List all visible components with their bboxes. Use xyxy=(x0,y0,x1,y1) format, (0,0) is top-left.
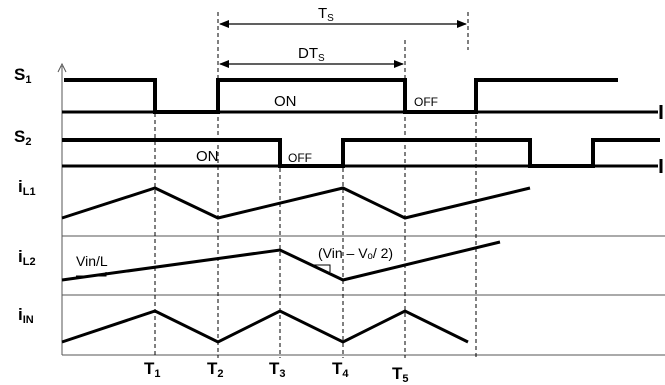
slope-fall-label: (Vin – Vₒ/ 2) xyxy=(318,245,393,261)
slope-rise-marker xyxy=(76,272,107,277)
signal-label-s1: S1 xyxy=(14,65,31,86)
time-label-t4: T4 xyxy=(332,359,349,380)
il1-waveform xyxy=(61,186,531,220)
s2-on-label: ON xyxy=(196,148,219,165)
time-label-t3: T3 xyxy=(269,359,286,380)
il2-waveform xyxy=(61,240,501,282)
time-label-t5: T5 xyxy=(392,364,409,385)
vertical-axis-arrowhead xyxy=(57,62,67,73)
time-label-t2: T2 xyxy=(207,359,224,380)
time-label-t1: T1 xyxy=(144,359,161,380)
s2-waveform xyxy=(62,138,660,168)
s1-off-label: OFF xyxy=(414,95,438,109)
signal-label-iin: iIN xyxy=(18,305,34,326)
s2-off-label: OFF xyxy=(288,151,312,165)
slope-rise-label: Vin/L xyxy=(76,253,108,269)
signal-label-il1: iL1 xyxy=(18,177,36,198)
slope-fall-marker xyxy=(312,264,331,272)
period-label: TS xyxy=(318,5,334,24)
s1-waveform xyxy=(64,78,618,114)
iin-waveform xyxy=(61,309,469,344)
signal-label-s2: S2 xyxy=(14,127,31,148)
signal-label-il2: iL2 xyxy=(18,247,36,268)
duty-label: DTS xyxy=(298,45,325,64)
s1-on-label: ON xyxy=(274,93,297,110)
